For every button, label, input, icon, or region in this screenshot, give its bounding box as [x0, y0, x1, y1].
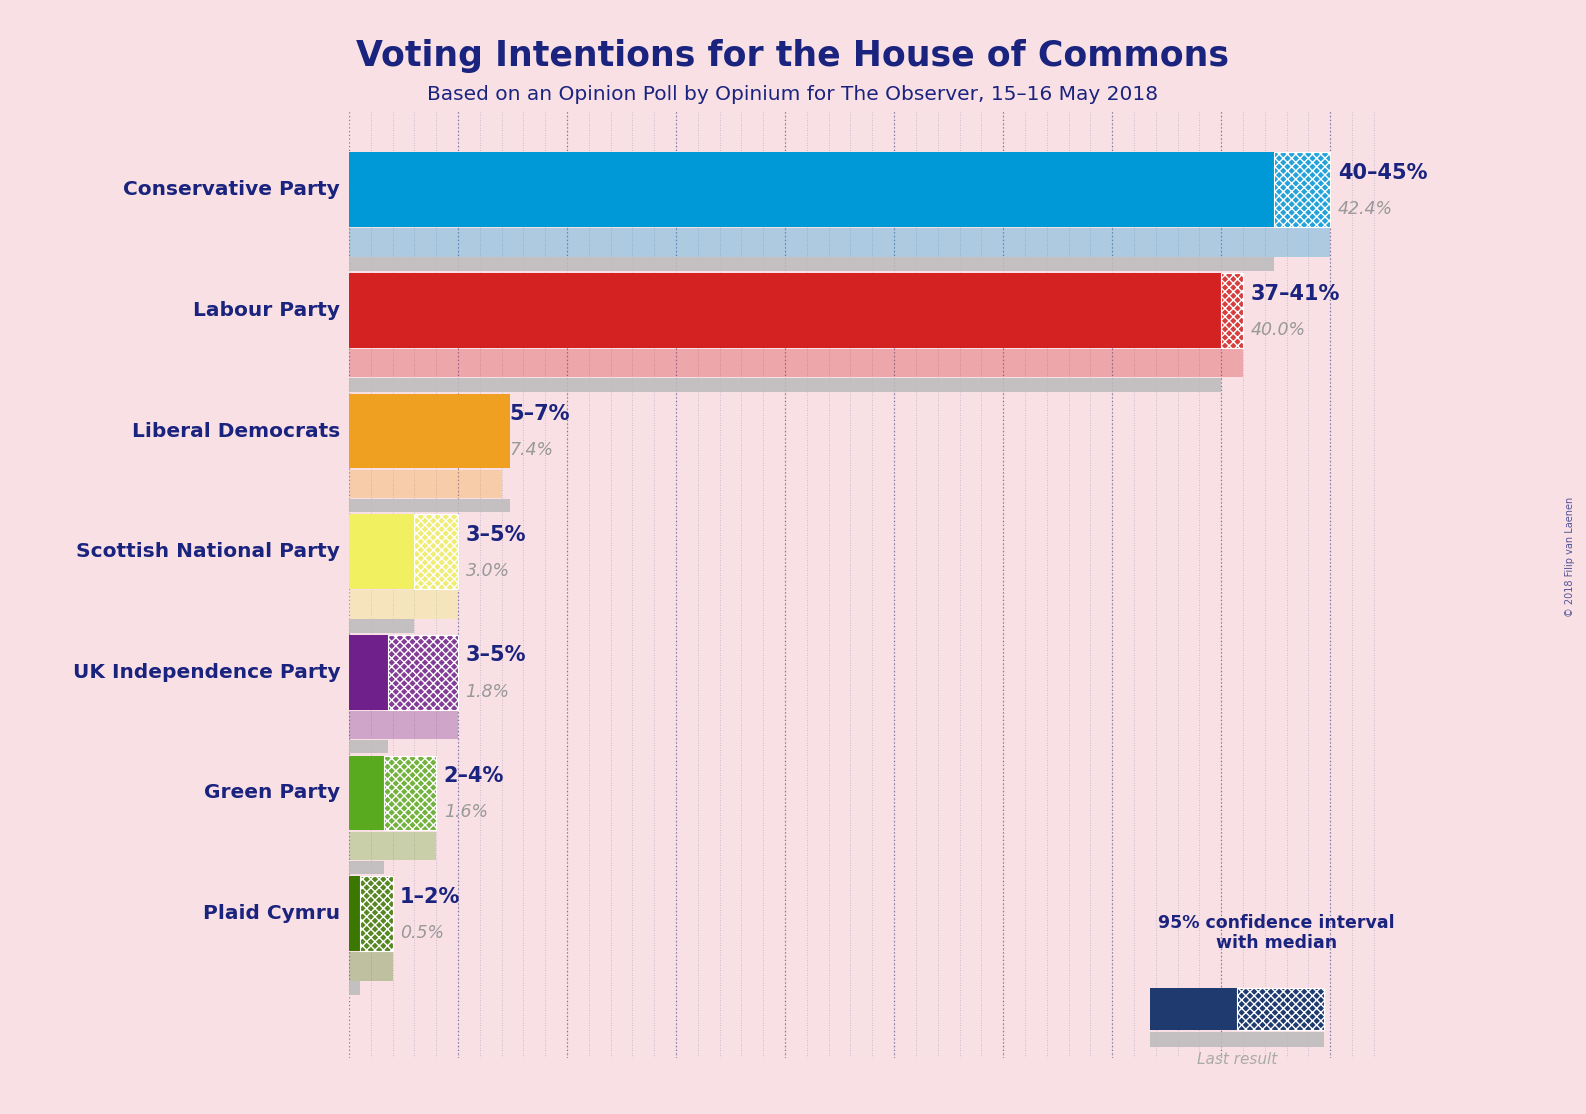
Bar	[349, 228, 1331, 257]
Bar	[349, 349, 1243, 378]
Bar	[349, 952, 393, 980]
Bar	[349, 755, 384, 830]
Text: Green Party: Green Party	[205, 783, 339, 802]
Bar	[389, 635, 458, 710]
Text: 95% confidence interval
with median: 95% confidence interval with median	[1158, 913, 1396, 952]
Text: 3.0%: 3.0%	[466, 561, 509, 580]
Text: 3–5%: 3–5%	[466, 645, 527, 665]
Bar	[1221, 273, 1243, 348]
Text: 1–2%: 1–2%	[400, 887, 460, 907]
Text: Labour Party: Labour Party	[193, 301, 339, 320]
Text: UK Independence Party: UK Independence Party	[73, 663, 339, 682]
Bar	[384, 755, 436, 830]
Bar	[349, 711, 458, 740]
Text: Scottish National Party: Scottish National Party	[76, 543, 339, 561]
Bar	[1221, 273, 1243, 348]
Bar	[349, 635, 389, 710]
Bar	[349, 860, 384, 874]
Bar	[414, 515, 458, 589]
Bar	[360, 876, 393, 951]
Bar	[349, 740, 389, 753]
Bar	[389, 635, 458, 710]
Text: 3–5%: 3–5%	[466, 525, 527, 545]
Bar	[349, 378, 1221, 391]
Bar	[349, 470, 501, 498]
Bar	[349, 619, 414, 633]
Bar	[349, 590, 458, 618]
Bar	[384, 755, 436, 830]
Bar	[414, 515, 458, 589]
Text: Liberal Democrats: Liberal Democrats	[132, 421, 339, 440]
Text: Conservative Party: Conservative Party	[124, 180, 339, 199]
Text: Voting Intentions for the House of Commons: Voting Intentions for the House of Commo…	[357, 39, 1229, 74]
Text: © 2018 Filip van Laenen: © 2018 Filip van Laenen	[1565, 497, 1575, 617]
Text: 37–41%: 37–41%	[1251, 284, 1340, 303]
Text: 7.4%: 7.4%	[509, 441, 554, 459]
Bar	[1274, 153, 1331, 227]
Text: Last result: Last result	[1197, 1052, 1277, 1066]
Text: 1.8%: 1.8%	[466, 683, 509, 701]
Bar	[349, 393, 511, 469]
Text: 0.5%: 0.5%	[400, 924, 444, 941]
Bar	[1274, 153, 1331, 227]
Text: Plaid Cymru: Plaid Cymru	[203, 905, 339, 924]
Text: 40.0%: 40.0%	[1251, 321, 1305, 339]
Bar	[349, 257, 1274, 271]
Bar	[349, 499, 511, 512]
Text: Based on an Opinion Poll by Opinium for The Observer, 15–16 May 2018: Based on an Opinion Poll by Opinium for …	[428, 85, 1158, 104]
Text: 2–4%: 2–4%	[444, 766, 504, 786]
Text: 1.6%: 1.6%	[444, 803, 488, 821]
Bar	[349, 831, 436, 860]
Text: 5–7%: 5–7%	[509, 404, 569, 424]
Text: 40–45%: 40–45%	[1339, 163, 1427, 183]
Bar	[360, 876, 393, 951]
Bar	[349, 515, 414, 589]
Bar	[349, 876, 360, 951]
Bar	[349, 981, 360, 995]
Bar	[349, 153, 1274, 227]
Text: 42.4%: 42.4%	[1339, 201, 1393, 218]
Bar	[349, 273, 1221, 348]
